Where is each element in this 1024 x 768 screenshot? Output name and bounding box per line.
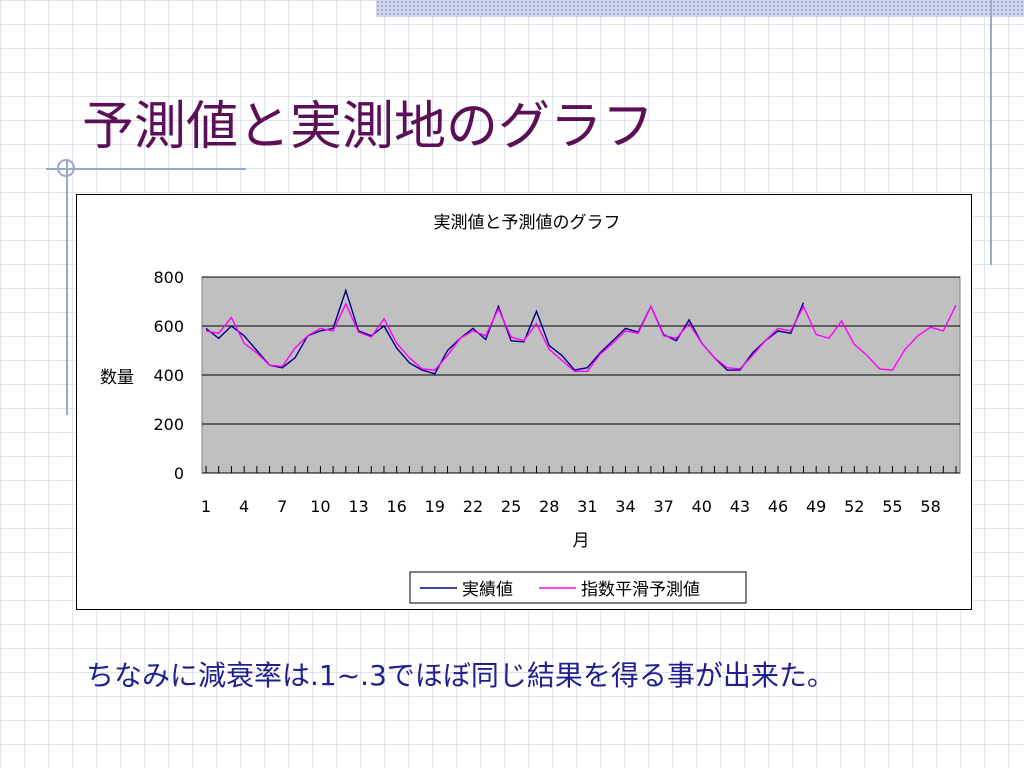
decorative-left-line xyxy=(66,160,68,415)
x-tick-label-22: 22 xyxy=(463,497,483,516)
legend: 実績値 指数平滑予測値 xyxy=(409,571,747,604)
x-tick-label-4: 4 xyxy=(239,497,249,516)
decorative-circle-icon xyxy=(57,159,75,177)
title-underline xyxy=(46,168,246,170)
x-tick-label-19: 19 xyxy=(425,497,445,516)
y-tick-label-800: 800 xyxy=(153,268,184,287)
x-tick-label-1: 1 xyxy=(201,497,211,516)
x-tick-label-34: 34 xyxy=(615,497,635,516)
y-axis-ticks: 0 200 400 600 800 xyxy=(153,268,184,483)
decorative-vertical-line xyxy=(990,0,992,265)
x-tick-label-37: 37 xyxy=(653,497,673,516)
x-tick-label-10: 10 xyxy=(310,497,330,516)
y-tick-label-200: 200 xyxy=(153,415,184,434)
x-tick-label-16: 16 xyxy=(386,497,406,516)
y-tick-label-400: 400 xyxy=(153,366,184,385)
x-axis-ticks: 1 4 7 10 13 16 19 22 25 28 31 34 37 40 43 46 49 52 55 58 xyxy=(201,466,957,516)
line-chart: 実測値と予測値のグラフ 0 200 400 600 800 1 4 7 10 13 16 19 22 2… xyxy=(100,213,961,604)
gridlines xyxy=(202,276,960,474)
x-tick-label-28: 28 xyxy=(539,497,559,516)
x-axis-label: 月 xyxy=(573,531,590,551)
x-tick-label-31: 31 xyxy=(577,497,597,516)
legend-label-forecast: 指数平滑予測値 xyxy=(581,580,700,600)
x-tick-label-7: 7 xyxy=(277,497,287,516)
x-tick-label-52: 52 xyxy=(844,497,864,516)
x-tick-label-49: 49 xyxy=(806,497,826,516)
x-tick-label-40: 40 xyxy=(692,497,712,516)
chart-title: 実測値と予測値のグラフ xyxy=(434,213,621,233)
legend-label-actual: 実績値 xyxy=(462,580,513,600)
legend-box xyxy=(409,571,747,604)
y-axis-label: 数量 xyxy=(100,368,134,388)
y-tick-label-600: 600 xyxy=(153,317,184,336)
series-lines xyxy=(205,288,957,375)
x-tick-label-13: 13 xyxy=(348,497,368,516)
x-tick-label-58: 58 xyxy=(920,497,940,516)
x-tick-label-25: 25 xyxy=(501,497,521,516)
chart-container: 実測値と予測値のグラフ 0 200 400 600 800 1 4 7 10 13 16 19 22 2… xyxy=(76,194,972,610)
x-tick-label-46: 46 xyxy=(768,497,788,516)
y-tick-label-0: 0 xyxy=(174,464,184,483)
series-line-forecast xyxy=(205,302,957,373)
slide-title: 予測値と実測地のグラフ xyxy=(82,97,655,157)
x-tick-label-43: 43 xyxy=(730,497,750,516)
x-tick-label-55: 55 xyxy=(882,497,902,516)
caption-text: ちなみに減衰率は.1~.3でほぼ同じ結果を得る事が出来た。 xyxy=(86,659,835,692)
header-decorative-band xyxy=(376,0,1024,17)
